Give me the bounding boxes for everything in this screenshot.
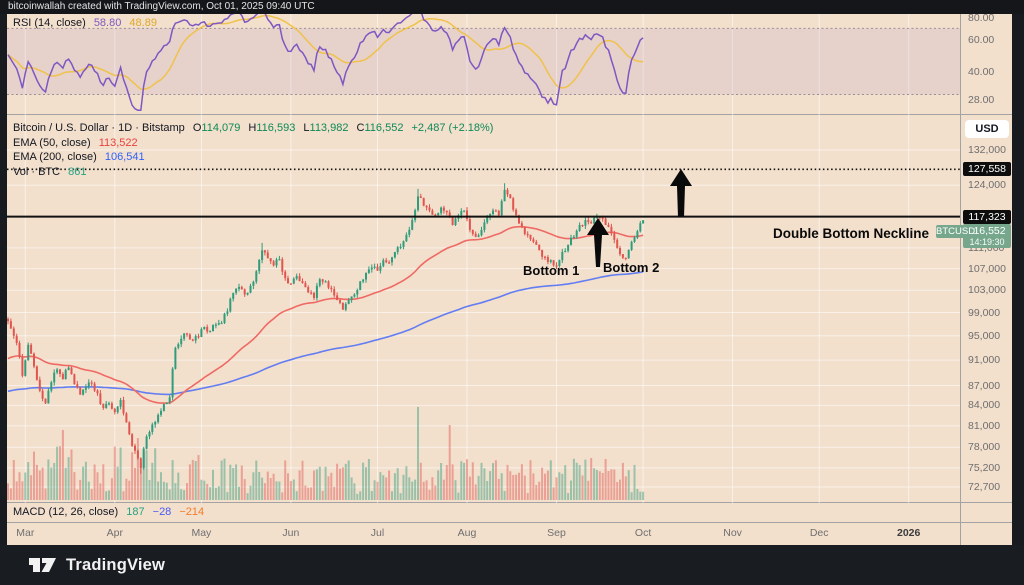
- price-tag-last: 116,552 14:19:30: [963, 223, 1011, 248]
- rsi-axis-tick: 60.00: [968, 34, 995, 47]
- title-text: bitcoinwallah created with TradingView.c…: [8, 1, 315, 12]
- time-axis-label-may: May: [191, 527, 212, 539]
- time-axis-label-aug: Aug: [457, 527, 477, 539]
- rsi-axis-tick: 28.00: [968, 93, 995, 106]
- time-axis-label-dec: Dec: [809, 527, 829, 539]
- macd-value: −28: [152, 506, 172, 518]
- annotation-neckline-label: Double Bottom Neckline: [773, 226, 930, 241]
- tradingview-brand[interactable]: TradingView: [28, 554, 165, 576]
- rsi-pane[interactable]: RSI (14, close) 58.80 48.89: [7, 14, 1012, 115]
- price-axis[interactable]: USD 127,558 117,323 116,552 14:19:30 80.…: [960, 12, 1012, 545]
- time-axis-label-2026: 2026: [897, 527, 921, 539]
- price-axis-tick: 72,700: [968, 481, 1001, 493]
- tradingview-brand-text: TradingView: [66, 555, 166, 574]
- price-axis-tick: 99,000: [968, 306, 1001, 319]
- time-axis[interactable]: Mar Apr May Jun Jul Aug Sep Oct Nov Dec 2026: [7, 523, 1012, 545]
- annotation-bottom-2: Bottom 2: [603, 260, 660, 275]
- price-tag-neckline: 117,323: [963, 209, 1011, 224]
- macd-legend-label: MACD (12, 26, close): [13, 506, 119, 518]
- time-axis-label-jun: Jun: [282, 527, 300, 539]
- price-axis-tick: 95,000: [968, 329, 1001, 342]
- up-arrow-retest-icon: [587, 218, 609, 267]
- price-tag-dotted-level: 127,558: [963, 162, 1011, 177]
- price-axis-tick: 107,000: [968, 262, 1006, 275]
- symbol-mini-tag: BTCUSD: [936, 225, 976, 238]
- price-axis-tick: 78,000: [968, 441, 1001, 454]
- rsi-axis-tick: 80.00: [968, 12, 995, 24]
- tradingview-logo-icon: [29, 558, 56, 572]
- time-axis-label-jul: Jul: [370, 527, 385, 539]
- time-axis-label-apr: Apr: [106, 527, 123, 539]
- time-axis-label-sep: Sep: [547, 527, 566, 539]
- up-arrow-breakout-icon: [670, 169, 692, 217]
- price-axis-tick: 91,000: [968, 354, 1001, 367]
- price-axis-tick: 75,200: [968, 461, 1001, 474]
- price-axis-tick: 103,000: [968, 284, 1006, 297]
- main-pane[interactable]: Bitcoin / U.S. Dollar · 1D · Bitstamp O1…: [7, 115, 1012, 503]
- macd-hist-value: 187: [126, 506, 145, 518]
- price-axis-tick: 81,000: [968, 419, 1001, 432]
- annotation-bottom-1: Bottom 1: [523, 263, 580, 278]
- rsi-plot[interactable]: [7, 14, 960, 115]
- price-axis-tick: 84,000: [968, 399, 1001, 412]
- time-axis-label-nov: Nov: [723, 527, 742, 539]
- macd-signal-value: −214: [179, 506, 205, 518]
- time-axis-label-oct: Oct: [634, 527, 652, 539]
- price-axis-tick: 87,000: [968, 379, 1001, 392]
- title-bar: bitcoinwallah created with TradingView.c…: [0, 0, 1024, 14]
- macd-pane[interactable]: MACD (12, 26, close) 187 −28 −214: [7, 503, 1012, 523]
- bottom-bar: TradingView: [0, 545, 1024, 585]
- last-price-value: 116,552: [968, 224, 1006, 237]
- price-plot[interactable]: [7, 115, 960, 503]
- time-axis-label-mar: Mar: [16, 527, 35, 539]
- chart-area[interactable]: RSI (14, close) 58.80 48.89 Bitcoin / U.…: [7, 12, 1012, 545]
- price-axis-tick: 132,000: [968, 144, 1006, 156]
- bar-countdown: 14:19:30: [969, 236, 1005, 247]
- macd-legend: MACD (12, 26, close) 187 −28 −214: [13, 506, 204, 518]
- price-axis-tick: 124,000: [968, 179, 1006, 192]
- currency-usd-button[interactable]: USD: [965, 120, 1009, 138]
- rsi-axis-tick: 40.00: [968, 66, 995, 79]
